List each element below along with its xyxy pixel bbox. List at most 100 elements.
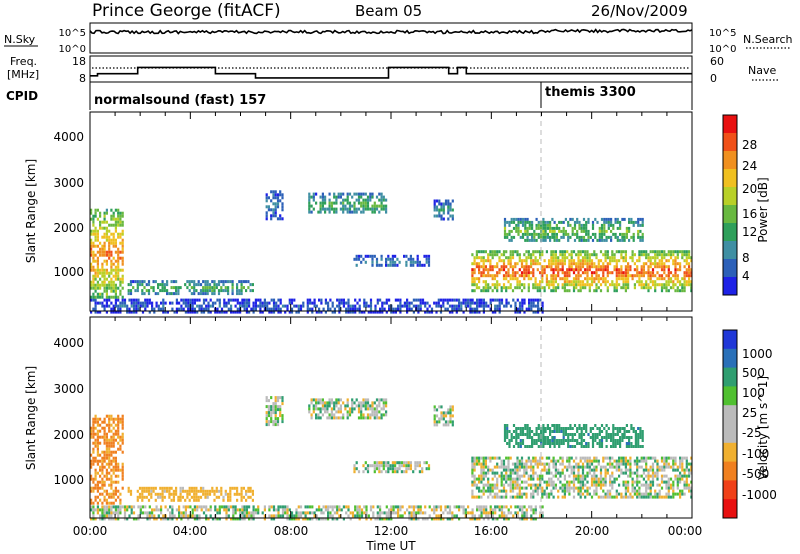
power-echo-cell [600,223,604,227]
power-echo-cell [117,304,120,308]
velocity-echo-cell [440,405,443,409]
velocity-echo-cell [633,492,636,496]
power-echo-cell [560,235,563,239]
velocity-echo-cell [179,489,182,493]
velocity-echo-cell [593,474,596,478]
power-echo-cell [101,280,104,284]
velocity-echo-cell [114,511,117,515]
velocity-echo-cell [178,514,181,518]
velocity-echo-cell [552,456,555,460]
power-echo-cell [491,253,494,257]
velocity-echo-cell [516,480,519,484]
velocity-echo-cell [627,474,630,478]
power-echo-cell [596,220,599,224]
power-echo-cell [594,232,597,236]
velocity-echo-cell [279,408,282,412]
velocity-echo-cell [364,401,367,405]
power-echo-cell [175,298,178,302]
power-echo-cell [690,274,693,278]
power-echo-cell [99,241,102,245]
velocity-echo-cell [117,462,120,466]
velocity-echo-cell [315,517,318,521]
power-echo-cell [541,301,544,305]
velocity-echo-cell [281,417,284,421]
power-echo-cell [274,190,277,194]
velocity-echo-cell [521,505,524,509]
power-echo-cell [421,301,425,305]
velocity-echo-cell [112,438,115,442]
velocity-echo-cell [502,459,506,463]
velocity-echo-cell [563,492,566,496]
power-echo-cell [143,280,146,284]
power-echo-cell [329,298,332,302]
power-echo-cell [92,220,95,224]
power-echo-cell [391,260,394,264]
velocity-echo-cell [117,414,120,418]
velocity-echo-cell [391,470,394,474]
velocity-echo-cell [337,410,340,414]
power-echo-cell [123,298,127,302]
power-echo-cell [667,259,670,263]
power-echo-cell [112,235,115,239]
velocity-echo-cell [99,474,102,478]
power-echo-cell [354,298,357,302]
velocity-echo-cell [247,486,250,490]
velocity-echo-cell [663,495,666,499]
power-echo-cell [595,283,598,287]
velocity-echo-cell [532,517,535,521]
velocity-echo-cell [193,492,196,496]
velocity-echo-cell [105,423,108,427]
velocity-echo-cell [249,495,252,499]
velocity-echo-cell [199,489,203,493]
velocity-echo-cell [690,495,693,499]
velocity-echo-cell [444,505,447,509]
velocity-echo-cell [166,517,169,521]
velocity-echo-cell [110,453,113,457]
power-echo-cell [412,310,415,314]
power-echo-cell [110,208,113,212]
velocity-echo-cell [103,453,106,457]
power-echo-cell [649,274,652,278]
power-echo-cell [544,226,547,230]
power-echo-cell [577,256,580,260]
power-echo-cell [371,254,374,258]
velocity-echo-cell [408,511,411,515]
velocity-echo-cell [379,508,382,512]
velocity-echo-cell [371,410,374,414]
power-echo-cell [444,307,447,311]
velocity-echo-cell [385,511,388,515]
velocity-echo-cell [313,514,316,518]
power-echo-cell [234,310,237,314]
power-echo-cell [364,192,367,196]
velocity-echo-cell [451,408,454,412]
velocity-echo-cell [335,398,338,402]
velocity-echo-cell [286,511,289,515]
power-echo-cell [224,289,227,293]
power-echo-cell [647,277,650,281]
velocity-echo-cell [685,474,688,478]
power-echo-cell [99,250,102,254]
power-echo-cell [585,220,588,224]
power-echo-cell [399,310,402,314]
power-echo-cell [489,307,492,311]
power-echo-cell [478,250,481,254]
power-echo-cell [110,307,113,311]
power-echo-cell [265,193,268,197]
power-echo-cell [266,304,269,308]
velocity-echo-cell [611,471,614,475]
power-echo-cell [602,262,605,266]
power-echo-cell [471,298,474,302]
power-echo-cell [259,298,262,302]
power-echo-cell [110,262,113,266]
velocity-echo-cell [493,486,496,490]
velocity-echo-cell [130,511,133,515]
velocity-echo-cell [229,486,232,490]
velocity-echo-cell [108,471,111,475]
velocity-echo-cell [685,468,688,472]
velocity-echo-cell [524,424,527,427]
power-echo-cell [647,259,650,263]
power-echo-cell [96,262,99,266]
power-echo-cell [455,298,458,302]
power-echo-cell [577,259,580,263]
velocity-echo-cell [491,517,494,521]
